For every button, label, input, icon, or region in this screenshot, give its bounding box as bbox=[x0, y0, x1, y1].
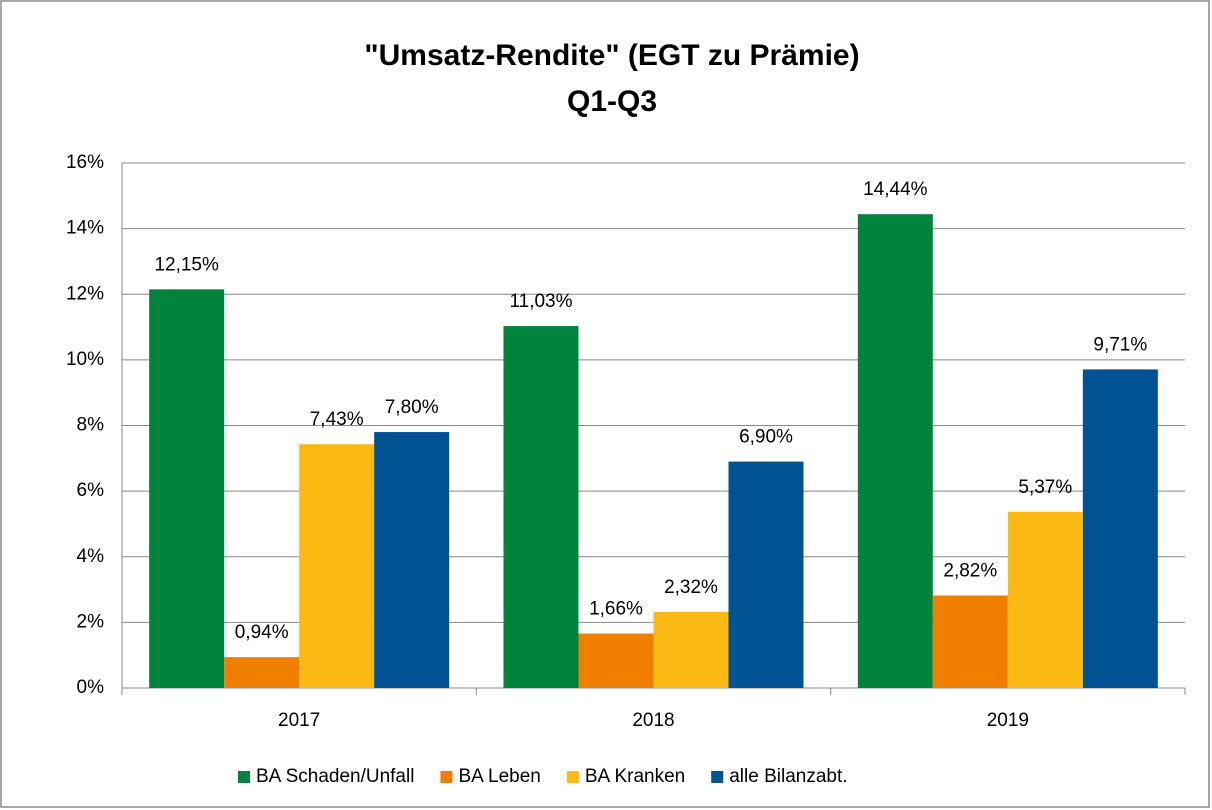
legend-swatch bbox=[711, 771, 724, 783]
legend-label: BA Schaden/Unfall bbox=[256, 766, 414, 787]
bar bbox=[503, 326, 579, 688]
value-label: 7,43% bbox=[310, 409, 364, 430]
value-label: 6,90% bbox=[739, 427, 793, 448]
value-label: 1,66% bbox=[589, 599, 643, 620]
chart-subtitle: Q1-Q3 bbox=[567, 85, 657, 118]
legend-swatch bbox=[566, 771, 579, 783]
value-label: 2,82% bbox=[943, 560, 997, 581]
bar bbox=[653, 611, 729, 688]
bar bbox=[149, 289, 225, 688]
y-tick-label: 2% bbox=[77, 611, 105, 632]
bar bbox=[932, 595, 1008, 688]
bar bbox=[728, 461, 804, 688]
y-tick-label: 4% bbox=[77, 546, 105, 567]
bar bbox=[374, 432, 450, 688]
bar bbox=[578, 633, 654, 688]
bar bbox=[1007, 511, 1083, 688]
legend-label: BA Kranken bbox=[585, 766, 685, 787]
y-tick-label: 14% bbox=[66, 218, 104, 239]
legend-swatch bbox=[238, 771, 250, 783]
y-tick-label: 6% bbox=[77, 480, 105, 501]
legend-swatch bbox=[440, 771, 453, 783]
bar bbox=[299, 444, 375, 688]
bar bbox=[224, 657, 300, 688]
value-label: 2,32% bbox=[664, 577, 718, 598]
y-tick-label: 8% bbox=[77, 415, 105, 436]
y-tick-label: 16% bbox=[66, 152, 104, 173]
y-tick-label: 0% bbox=[77, 677, 105, 698]
x-tick-label: 2017 bbox=[278, 710, 320, 731]
chart-title: "Umsatz-Rendite" (EGT zu Prämie) bbox=[364, 39, 859, 72]
legend-label: BA Leben bbox=[458, 766, 540, 787]
value-label: 12,15% bbox=[154, 254, 219, 275]
value-label: 7,80% bbox=[385, 397, 439, 418]
value-label: 11,03% bbox=[509, 291, 572, 312]
value-label: 0,94% bbox=[235, 622, 289, 643]
x-tick-label: 2019 bbox=[987, 710, 1029, 731]
value-label: 5,37% bbox=[1018, 477, 1072, 498]
y-tick-label: 10% bbox=[66, 349, 104, 370]
y-tick-label: 12% bbox=[66, 283, 104, 304]
legend-label: alle Bilanzabt. bbox=[729, 766, 847, 787]
bar bbox=[857, 214, 933, 688]
value-label: 9,71% bbox=[1093, 334, 1147, 355]
bar bbox=[1082, 369, 1158, 688]
value-label: 14,44% bbox=[863, 179, 928, 200]
x-tick-label: 2018 bbox=[632, 710, 674, 731]
